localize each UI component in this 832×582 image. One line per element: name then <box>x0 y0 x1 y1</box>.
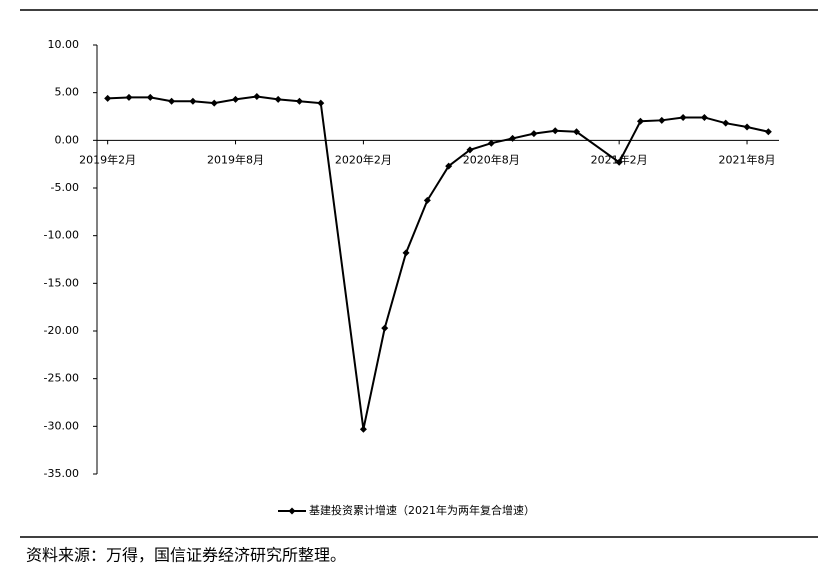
data-point <box>274 95 282 103</box>
data-point <box>104 94 112 102</box>
y-tick-label: 0.00 <box>55 133 80 146</box>
data-point <box>722 119 730 127</box>
data-point <box>445 162 453 170</box>
y-tick-label: -30.00 <box>44 419 79 432</box>
data-point <box>359 425 367 433</box>
data-point <box>402 249 410 257</box>
data-point <box>551 127 559 135</box>
x-tick-label: 2019年2月 <box>79 152 136 166</box>
data-point <box>743 123 751 131</box>
x-tick-label: 2019年8月 <box>207 152 264 166</box>
data-point <box>764 128 772 136</box>
y-tick-label: -25.00 <box>44 372 79 385</box>
data-point <box>381 324 389 332</box>
legend-label: 基建投资累计增速（2021年为两年复合增速） <box>309 503 535 517</box>
data-point <box>530 130 538 138</box>
x-tick-label: 2020年2月 <box>335 152 392 166</box>
data-line <box>107 95 769 430</box>
data-point <box>189 97 197 105</box>
data-point <box>509 134 517 142</box>
data-point <box>232 95 240 103</box>
data-point <box>636 117 644 125</box>
y-tick-label: 5.00 <box>55 86 80 99</box>
x-tick-label: 2020年8月 <box>463 152 520 166</box>
data-point <box>125 93 133 101</box>
data-point <box>700 113 708 121</box>
data-point <box>679 113 687 121</box>
data-point <box>146 93 154 101</box>
data-point <box>573 128 581 136</box>
data-point <box>210 99 218 107</box>
data-point <box>295 97 303 105</box>
data-point <box>168 97 176 105</box>
y-tick-label: -10.00 <box>44 229 79 242</box>
x-tick-label: 2021年8月 <box>719 152 776 166</box>
data-point <box>615 158 623 166</box>
data-point <box>317 99 325 107</box>
y-tick-label: 10.00 <box>48 38 80 51</box>
legend-marker <box>288 507 296 515</box>
source-note: 资料来源：万得，国信证券经济研究所整理。 <box>26 546 346 565</box>
data-point <box>466 146 474 154</box>
y-tick-label: -5.00 <box>51 181 79 194</box>
y-tick-label: -15.00 <box>44 276 79 289</box>
y-tick-label: -35.00 <box>44 467 79 480</box>
y-tick-label: -20.00 <box>44 324 79 337</box>
data-point <box>658 116 666 124</box>
data-point <box>487 139 495 147</box>
data-point <box>423 196 431 204</box>
data-point <box>253 92 261 100</box>
